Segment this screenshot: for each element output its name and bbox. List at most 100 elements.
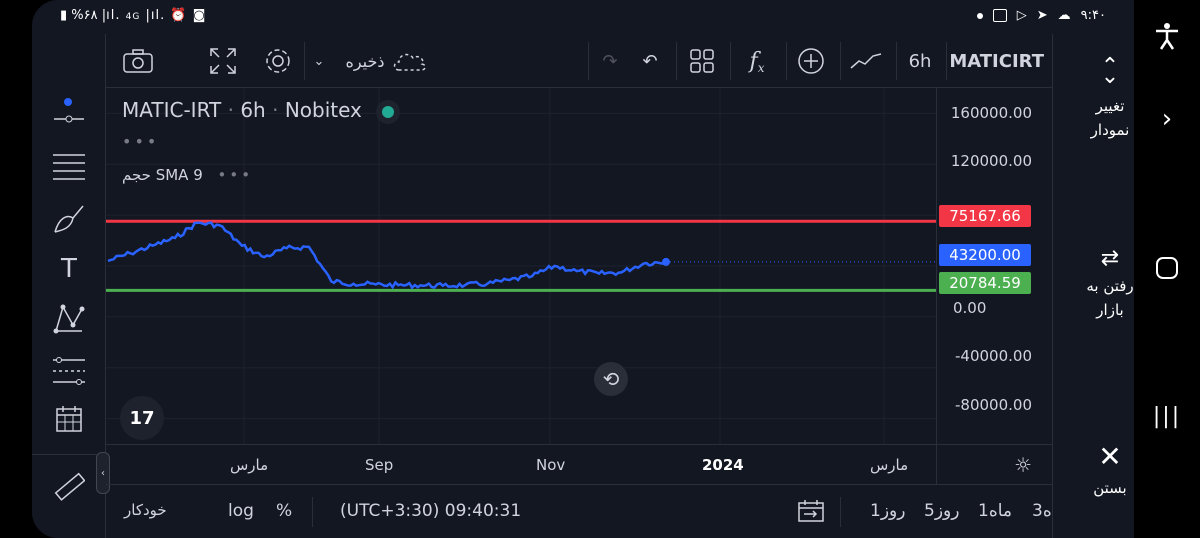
status-left: ▮ %۶۸ |ıl. 4G |ıl. ⏰ ◙ (60, 8, 206, 23)
undo-icon[interactable]: ↶ (642, 50, 658, 72)
chevron-down-icon[interactable]: ⌄ (313, 53, 325, 69)
toolbar-divider (786, 42, 787, 80)
add-plus-icon[interactable] (794, 34, 828, 88)
chevron-up-down-icon: ⌃ ⌄ (1100, 54, 1120, 89)
swap-arrows-icon: ⇄ (1100, 246, 1120, 271)
camera-icon[interactable] (120, 34, 156, 88)
price-chart[interactable] (106, 88, 936, 444)
toolbar-divider (946, 42, 947, 80)
resistance-price-tag: 75167.66 (939, 205, 1031, 227)
send-icon: ➤ (1036, 8, 1048, 23)
dot-icon (976, 12, 983, 19)
legend-interval: 6h (240, 98, 266, 122)
fx-label: f (749, 48, 758, 74)
status-right: ▷ ➤ ☁ ۹:۴۰ (976, 8, 1106, 23)
indicator-label: حجم SMA 9 (122, 166, 203, 184)
interval-button[interactable]: 6h (908, 50, 932, 72)
gallery-icon (992, 9, 1007, 22)
crosshair-tool[interactable] (64, 98, 72, 106)
recents-icon[interactable]: ||| (1152, 404, 1182, 429)
toolbar-divider (840, 42, 841, 80)
cloud-save-icon[interactable] (392, 34, 428, 88)
chevron-right-icon[interactable]: › (1161, 104, 1173, 134)
time-label: مارس (870, 456, 909, 474)
layout-grid-icon[interactable] (686, 34, 718, 88)
go-to-market-button[interactable]: ⇄ رفتن به بازار (1053, 248, 1134, 322)
android-nav-bar: › ||| (1134, 0, 1200, 538)
indicator-legend[interactable]: حجم SMA 9 ••• (122, 166, 253, 184)
price-label: 160000.00 (950, 104, 1032, 122)
auto-scale-button[interactable]: خودکار (124, 501, 167, 519)
legend-symbol: MATIC-IRT (122, 98, 222, 122)
calendar-icon[interactable] (50, 402, 88, 436)
battery-percent: %۶۸ (71, 8, 98, 23)
legend-exchange: Nobitex (284, 98, 362, 122)
time-label: 2024 (702, 456, 744, 474)
symbol-search-button[interactable]: MATICIRT (949, 50, 1044, 72)
settings-gear-icon[interactable] (262, 34, 294, 88)
cloud-icon: ☁ (1057, 8, 1071, 23)
toolbar-divider (730, 42, 731, 80)
redo-icon[interactable]: ↷ (602, 50, 618, 72)
accessibility-icon[interactable] (1134, 22, 1200, 57)
time-axis[interactable]: مارس Sep Nov 2024 مارس ☼ (106, 444, 1052, 485)
reset-chart-icon[interactable]: ⟲ (594, 362, 628, 396)
price-scale[interactable]: 160000.00 120000.00 75167.66 43200.00 20… (936, 88, 1052, 444)
log-scale-button[interactable]: log (228, 501, 254, 521)
range-1d-button[interactable]: 1روز (870, 501, 906, 521)
price-label: 0.00 (953, 299, 987, 317)
price-label: -80000.00 (955, 396, 1032, 414)
range-1m-button[interactable]: 1ماه (978, 501, 1013, 521)
tool-divider (32, 454, 106, 455)
home-icon[interactable] (1134, 256, 1200, 287)
range-5d-button[interactable]: 5روز (924, 501, 960, 521)
measure-icon[interactable] (50, 354, 88, 388)
brightness-icon[interactable]: ☼ (1014, 453, 1032, 477)
alarm-icon: ⏰ (170, 8, 188, 23)
pattern-icon[interactable] (50, 302, 88, 336)
right-panel: ⌃ ⌄ تغییر نمودار ⇄ رفتن به بازار ✕ بستن (1052, 34, 1134, 538)
percent-scale-button[interactable]: % (276, 501, 293, 521)
brush-icon[interactable] (50, 202, 88, 236)
close-button[interactable]: ✕ بستن (1053, 440, 1134, 500)
price-series-line (107, 221, 667, 290)
indicator-more-button[interactable]: ••• (217, 166, 254, 184)
clock-time: ۹:۴۰ (1080, 8, 1106, 23)
legend-more-button[interactable]: ••• (122, 132, 160, 151)
fib-tool-icon[interactable] (50, 150, 88, 184)
time-label: مارس (230, 456, 269, 474)
battery-icon: ▮ (60, 8, 68, 23)
toolbar-divider (304, 42, 305, 80)
status-bar: ▮ %۶۸ |ıl. 4G |ıl. ⏰ ◙ ▷ ➤ ☁ ۹:۴۰ (32, 0, 1134, 34)
time-label: Sep (365, 456, 394, 474)
tradingview-logo[interactable]: 17 (120, 396, 164, 440)
chart-type-line-icon[interactable] (848, 34, 884, 88)
price-label: 120000.00 (950, 152, 1032, 170)
collapse-toolbar-button[interactable]: ‹ (96, 452, 110, 494)
change-chart-button[interactable]: ⌃ ⌄ تغییر نمودار (1053, 56, 1134, 142)
last-price-dot (662, 257, 670, 266)
date-range-icon[interactable] (798, 499, 824, 528)
timezone-button[interactable]: (UTC+3:30) 09:40:31 (340, 501, 522, 521)
chart-area[interactable]: MATIC-IRT · 6h · Nobitex ••• حجم SMA 9 •… (106, 88, 936, 444)
save-button[interactable]: ذخیره (345, 51, 385, 71)
support-price-tag: 20784.59 (939, 272, 1031, 294)
fullscreen-icon[interactable] (208, 34, 238, 88)
notification-icon: ◙ (192, 8, 207, 23)
close-label: بستن (1093, 479, 1127, 497)
signal-icon: |ıl. (101, 8, 121, 23)
trend-line-icon[interactable] (50, 102, 88, 136)
time-label: Nov (536, 456, 566, 474)
close-icon: ✕ (1098, 440, 1122, 473)
network-type: 4G (125, 12, 141, 22)
current-price-tag: 43200.00 (939, 244, 1031, 266)
toolbar-divider (896, 42, 897, 80)
ruler-icon[interactable] (50, 470, 88, 504)
chart-legend[interactable]: MATIC-IRT · 6h · Nobitex (122, 98, 395, 122)
market-status-dot (382, 105, 395, 118)
bottom-bar: خودکار log % (UTC+3:30) 09:40:31 1روز 5ر… (106, 484, 1066, 538)
toolbar-divider (676, 42, 677, 80)
text-icon[interactable]: T (61, 254, 77, 284)
